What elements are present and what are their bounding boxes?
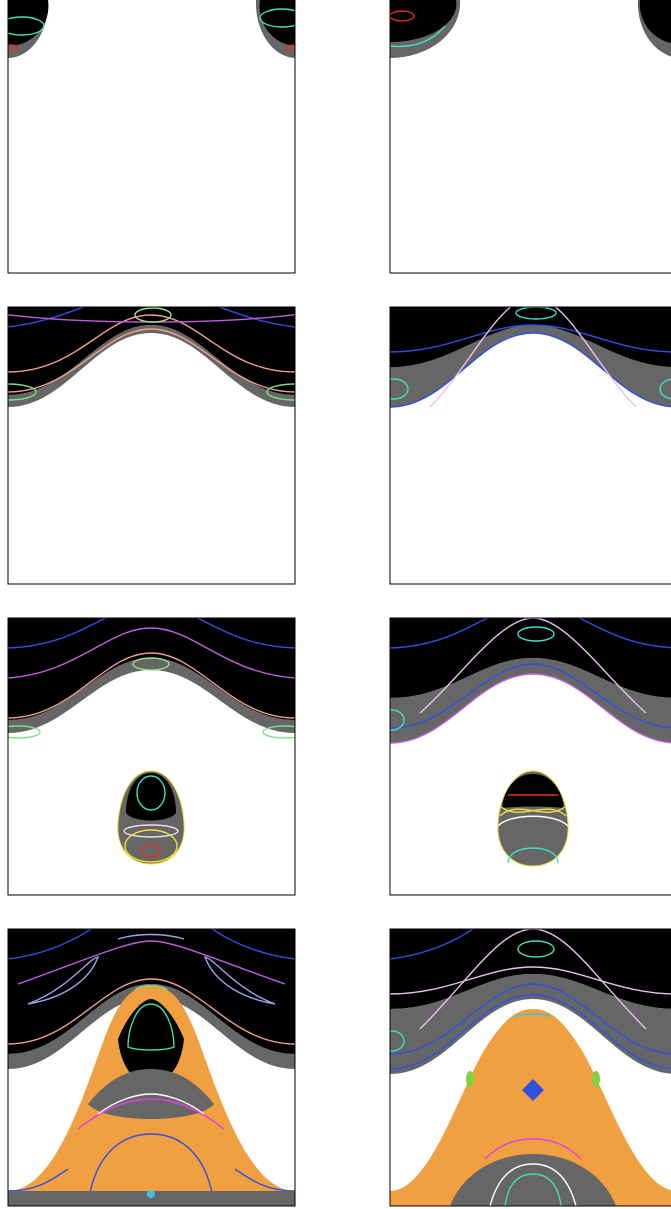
panel <box>7 0 296 274</box>
panel <box>389 0 671 274</box>
panel <box>7 306 296 585</box>
panel <box>389 928 671 1207</box>
panel <box>389 306 671 585</box>
panel <box>389 617 671 896</box>
panel <box>7 928 296 1207</box>
panel <box>7 617 296 896</box>
